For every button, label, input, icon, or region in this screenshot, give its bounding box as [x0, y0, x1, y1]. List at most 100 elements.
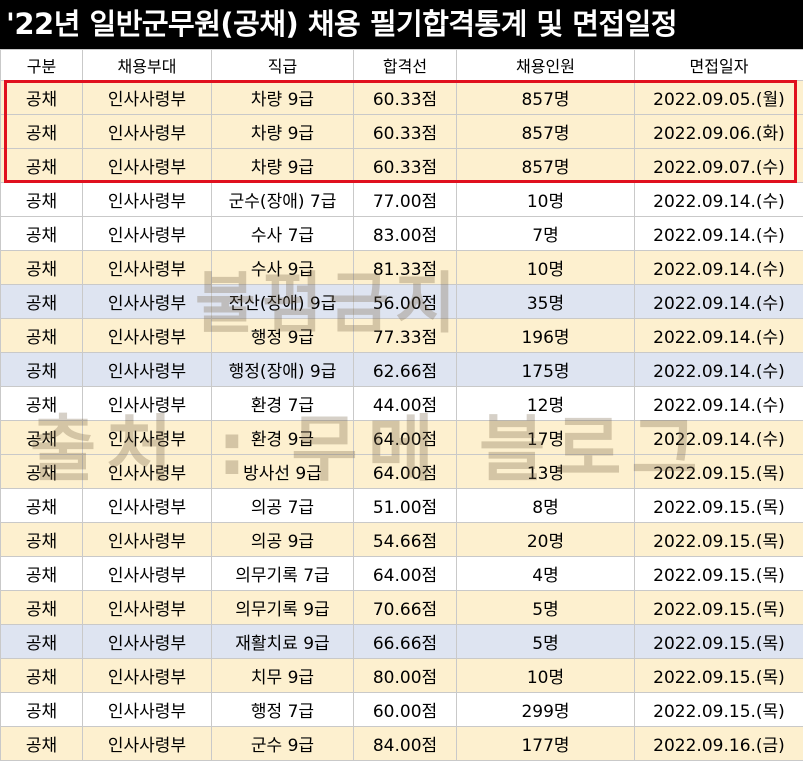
cell-unit: 인사사령부 — [82, 318, 212, 353]
cell-type: 공채 — [0, 318, 83, 353]
table-row: 공채 인사사령부 전산(장애) 9급 56.00점 35명 2022.09.14.(수) — [0, 284, 803, 319]
cell-hires: 299명 — [456, 692, 635, 727]
cell-grade: 차량 9급 — [211, 148, 354, 183]
cell-hires: 5명 — [456, 590, 635, 625]
cell-date: 2022.09.15.(목) — [634, 624, 803, 659]
cell-hires: 10명 — [456, 250, 635, 285]
cell-date: 2022.09.14.(수) — [634, 352, 803, 387]
cell-grade: 환경 9급 — [211, 420, 354, 455]
table-row: 공채 인사사령부 행정 7급 60.00점 299명 2022.09.15.(목) — [0, 692, 803, 727]
cell-hires: 177명 — [456, 726, 635, 761]
cell-date: 2022.09.15.(목) — [634, 522, 803, 557]
cell-date: 2022.09.07.(수) — [634, 148, 803, 183]
column-header-hires: 채용인원 — [456, 49, 635, 81]
table-row: 공채 인사사령부 의무기록 7급 64.00점 4명 2022.09.15.(목) — [0, 556, 803, 591]
cell-type: 공채 — [0, 488, 83, 523]
cell-type: 공채 — [0, 692, 83, 727]
cell-type: 공채 — [0, 386, 83, 421]
cell-unit: 인사사령부 — [82, 488, 212, 523]
cell-grade: 행정 7급 — [211, 692, 354, 727]
cell-cutoff: 56.00점 — [353, 284, 457, 319]
cell-grade: 군수 9급 — [211, 726, 354, 761]
cell-cutoff: 66.66점 — [353, 624, 457, 659]
page-title: '22년 일반군무원(공채) 채용 필기합격통계 및 면접일정 — [0, 0, 803, 49]
column-header-cutoff: 합격선 — [353, 49, 457, 81]
cell-grade: 차량 9급 — [211, 114, 354, 149]
cell-grade: 의무기록 7급 — [211, 556, 354, 591]
cell-unit: 인사사령부 — [82, 114, 212, 149]
cell-date: 2022.09.14.(수) — [634, 386, 803, 421]
column-header-unit: 채용부대 — [82, 49, 212, 81]
cell-hires: 857명 — [456, 80, 635, 115]
cell-type: 공채 — [0, 658, 83, 693]
cell-cutoff: 60.33점 — [353, 114, 457, 149]
cell-grade: 의무기록 9급 — [211, 590, 354, 625]
cell-cutoff: 84.00점 — [353, 726, 457, 761]
cell-hires: 12명 — [456, 386, 635, 421]
cell-hires: 20명 — [456, 522, 635, 557]
cell-cutoff: 64.00점 — [353, 454, 457, 489]
table-row: 공채 인사사령부 군수 9급 84.00점 177명 2022.09.16.(금) — [0, 726, 803, 761]
cell-cutoff: 54.66점 — [353, 522, 457, 557]
cell-grade: 치무 9급 — [211, 658, 354, 693]
cell-cutoff: 80.00점 — [353, 658, 457, 693]
cell-unit: 인사사령부 — [82, 352, 212, 387]
cell-hires: 10명 — [456, 658, 635, 693]
table-row: 공채 인사사령부 차량 9급 60.33점 857명 2022.09.07.(수) — [0, 148, 803, 183]
table-row: 공채 인사사령부 환경 7급 44.00점 12명 2022.09.14.(수) — [0, 386, 803, 421]
cell-cutoff: 44.00점 — [353, 386, 457, 421]
cell-type: 공채 — [0, 624, 83, 659]
cell-cutoff: 60.33점 — [353, 80, 457, 115]
cell-type: 공채 — [0, 522, 83, 557]
cell-cutoff: 64.00점 — [353, 420, 457, 455]
table-row: 공채 인사사령부 행정(장애) 9급 62.66점 175명 2022.09.14.(수) — [0, 352, 803, 387]
cell-grade: 재활치료 9급 — [211, 624, 354, 659]
cell-date: 2022.09.14.(수) — [634, 420, 803, 455]
column-header-type: 구분 — [0, 49, 83, 81]
cell-hires: 175명 — [456, 352, 635, 387]
column-header-grade: 직급 — [211, 49, 354, 81]
cell-grade: 의공 9급 — [211, 522, 354, 557]
cell-hires: 5명 — [456, 624, 635, 659]
cell-type: 공채 — [0, 420, 83, 455]
cell-hires: 7명 — [456, 216, 635, 251]
cell-cutoff: 64.00점 — [353, 556, 457, 591]
cell-unit: 인사사령부 — [82, 250, 212, 285]
cell-grade: 군수(장애) 7급 — [211, 182, 354, 217]
cell-unit: 인사사령부 — [82, 284, 212, 319]
table-row: 공채 인사사령부 방사선 9급 64.00점 13명 2022.09.15.(목) — [0, 454, 803, 489]
table-row: 공채 인사사령부 의공 9급 54.66점 20명 2022.09.15.(목) — [0, 522, 803, 557]
column-header-date: 면접일자 — [634, 49, 803, 81]
cell-date: 2022.09.06.(화) — [634, 114, 803, 149]
cell-hires: 196명 — [456, 318, 635, 353]
cell-date: 2022.09.14.(수) — [634, 250, 803, 285]
cell-hires: 857명 — [456, 114, 635, 149]
cell-cutoff: 77.33점 — [353, 318, 457, 353]
cell-date: 2022.09.15.(목) — [634, 488, 803, 523]
table-row: 공채 인사사령부 치무 9급 80.00점 10명 2022.09.15.(목) — [0, 658, 803, 693]
cell-date: 2022.09.15.(목) — [634, 454, 803, 489]
table-row: 공채 인사사령부 수사 7급 83.00점 7명 2022.09.14.(수) — [0, 216, 803, 251]
table-row: 공채 인사사령부 재활치료 9급 66.66점 5명 2022.09.15.(목) — [0, 624, 803, 659]
cell-date: 2022.09.14.(수) — [634, 182, 803, 217]
table-row: 공채 인사사령부 의무기록 9급 70.66점 5명 2022.09.15.(목) — [0, 590, 803, 625]
cell-date: 2022.09.05.(월) — [634, 80, 803, 115]
cell-type: 공채 — [0, 590, 83, 625]
cell-type: 공채 — [0, 182, 83, 217]
cell-unit: 인사사령부 — [82, 624, 212, 659]
results-table: 구분 채용부대 직급 합격선 채용인원 면접일자 공채 인사사령부 차량 9급 60.… — [0, 49, 803, 761]
cell-grade: 수사 7급 — [211, 216, 354, 251]
cell-unit: 인사사령부 — [82, 386, 212, 421]
cell-hires: 13명 — [456, 454, 635, 489]
cell-hires: 10명 — [456, 182, 635, 217]
table-body: 공채 인사사령부 차량 9급 60.33점 857명 2022.09.05.(월) 공채 인사… — [0, 80, 803, 761]
table-row: 공채 인사사령부 군수(장애) 7급 77.00점 10명 2022.09.14.(수) — [0, 182, 803, 217]
cell-cutoff: 81.33점 — [353, 250, 457, 285]
cell-hires: 8명 — [456, 488, 635, 523]
cell-hires: 857명 — [456, 148, 635, 183]
cell-date: 2022.09.15.(목) — [634, 556, 803, 591]
cell-unit: 인사사령부 — [82, 148, 212, 183]
cell-type: 공채 — [0, 556, 83, 591]
cell-date: 2022.09.15.(목) — [634, 692, 803, 727]
cell-grade: 수사 9급 — [211, 250, 354, 285]
